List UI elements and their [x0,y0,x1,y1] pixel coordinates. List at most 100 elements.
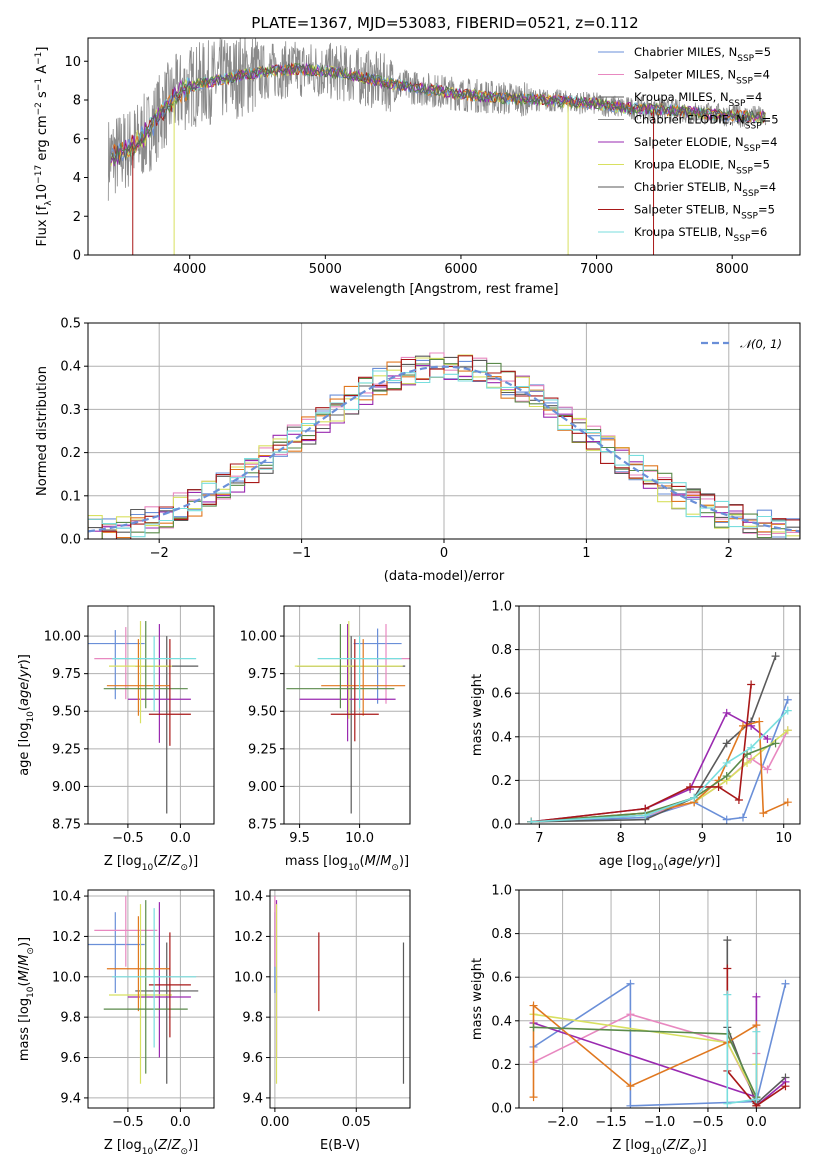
y-tick-label: 0.6 [491,687,512,702]
weight-marker [529,1023,538,1032]
x-axis-label: age [log10(age/yr)] [599,854,721,873]
weight-marker [723,990,732,999]
axes-frame [87,605,215,825]
x-tick-label: 7000 [580,262,613,277]
residuals-plot [88,352,800,539]
weight-marker [723,964,732,973]
y-tick-label: 9.6 [60,1051,81,1066]
x-tick-label: 1 [582,546,590,561]
y-tick-label: 10.4 [52,890,81,905]
x-tick-label: 0.00 [260,1115,289,1130]
y-tick-label: 0 [73,249,81,264]
y-tick-label: 0.0 [60,533,81,548]
y-tick-label: 0.2 [491,774,512,789]
weight-line-purple [531,711,768,823]
y-tick-label: 9.25 [52,742,81,757]
weight-marker [743,758,752,767]
weight-marker [527,817,536,824]
weight-marker [626,1082,635,1091]
y-tick-label: 10.00 [44,630,81,645]
x-tick-label: 10.0 [345,831,374,846]
weight-marker [781,979,790,988]
y-tick-label: 0.4 [491,1014,512,1029]
x-tick-label: 0.0 [170,831,191,846]
legend-label: Kroupa STELIB, NSSP=6 [634,225,767,244]
weight-marker [738,721,747,730]
weight-line-gray [531,655,777,823]
weight-marker [763,765,772,774]
weight-marker [752,1095,761,1104]
weight-marker [722,758,731,767]
x-tick-label: 8000 [716,262,749,277]
panel-spectrum: 4000 5000 6000 7000 8000 0 2 4 6 8 10 Chabrier MILE… [34,37,801,297]
weight-marker [783,695,792,704]
x-axis-label: (data-model)/error [384,569,505,584]
y-tick-label: 8.75 [248,818,277,833]
axes-frame [518,889,801,1109]
weight-marker [752,1027,761,1036]
x-tick-label: −0.5 [112,831,144,846]
weight-marker [747,680,756,689]
y-tick-label: 2 [73,210,81,225]
x-tick-label: 8 [617,831,625,846]
legend-label: Chabrier MILES, NSSP=5 [634,45,771,64]
weight-marker [722,739,731,748]
axes-frame [269,889,411,1109]
weight-marker [783,798,792,807]
axes-frame [87,322,801,540]
legend-label: Kroupa MILES, NSSP=4 [634,90,762,109]
y-tick-label: 0.6 [491,971,512,986]
panel-residuals: −2 −1 0 1 2 0.0 0.1 0.2 0.3 0.4 0.5 𝒩(0, 1) (data-mo… [35,317,801,584]
weight-marker [714,782,723,791]
x-tick-label: 2 [725,546,733,561]
y-axis-label: mass weight [470,674,485,756]
x-tick-label: 0 [440,546,448,561]
legend-label: Kroupa ELODIE, NSSP=5 [634,158,770,177]
crosses-age_vs_mass [286,621,410,814]
y-tick-label: 10.4 [234,890,263,905]
y-tick-label: 8 [73,94,81,109]
x-axis-label: Z [log10(Z/Z⊙)] [612,1138,706,1157]
weight-marker [752,992,761,1001]
weight-marker [686,782,695,791]
weight-line-yellow [533,1013,758,1098]
residual-histogram-cyan [88,370,800,539]
crosses-mass_vs_Z [88,896,199,1084]
weight-marker [722,772,731,781]
y-tick-label: 9.8 [242,1011,263,1026]
weight-line-cyan [531,710,789,823]
weight-marker [781,1082,790,1091]
weight-marker [783,706,792,715]
x-tick-label: 5000 [309,262,342,277]
weight-marker [747,743,756,752]
y-tick-label: 0.0 [491,818,512,833]
y-tick-label: 9.6 [242,1051,263,1066]
x-tick-label: 0.05 [342,1115,371,1130]
x-tick-label: −0.5 [112,1115,144,1130]
spectrum-plot [107,38,767,255]
weight-marker [529,1093,538,1102]
axes-frame [518,605,801,825]
x-tick-label: 7 [535,831,543,846]
legend-label: Chabrier ELODIE, NSSP=5 [634,113,779,132]
weight-marker [771,739,780,748]
series-weight_vs_Z [529,936,790,1108]
y-tick-label: 9.50 [248,705,277,720]
x-tick-label: 10 [775,831,792,846]
y-tick-label: 10.2 [52,930,81,945]
weight-marker [641,811,650,820]
axes-frame [283,605,411,825]
weight-marker [771,652,780,661]
x-tick-label: 4000 [173,262,206,277]
x-axis-label: Z [log10(Z/Z⊙)] [104,854,198,873]
panel-weight_vs_Z: −2.0 −1.5 −1.0 −0.5 0.0 0.0 0.2 0.4 0.6 0.8 1.0 Z [… [470,884,801,1157]
weight-marker [723,936,732,945]
y-tick-label: 10.0 [234,970,263,985]
crosses-age_vs_Z [88,621,199,814]
model-spectrum-green [111,62,766,166]
y-tick-label: 0.4 [491,730,512,745]
weight-marker [723,1099,732,1108]
y-tick-label: 9.00 [52,780,81,795]
weight-marker [734,796,743,805]
y-tick-label: 9.75 [52,667,81,682]
